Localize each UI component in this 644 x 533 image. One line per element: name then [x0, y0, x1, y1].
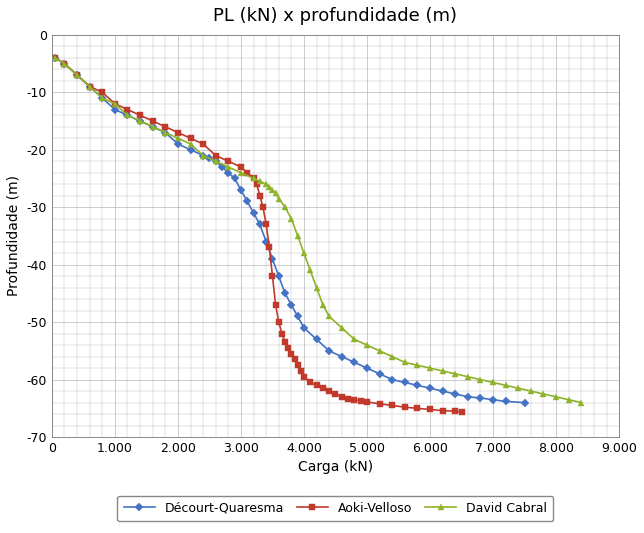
Décourt-Quaresma — [269, 256, 276, 262]
Décourt-Quaresma — [187, 147, 194, 153]
Décourt-Quaresma — [477, 395, 484, 401]
Aoki-Velloso — [253, 181, 261, 188]
Décourt-Quaresma — [451, 391, 459, 397]
Décourt-Quaresma — [426, 385, 434, 391]
Décourt-Quaresma — [521, 399, 529, 406]
Décourt-Quaresma — [256, 221, 264, 228]
Décourt-Quaresma — [243, 198, 251, 205]
Décourt-Quaresma — [275, 273, 283, 279]
Aoki-Velloso — [51, 54, 59, 61]
Décourt-Quaresma — [124, 112, 131, 118]
Aoki-Velloso — [294, 362, 301, 368]
Décourt-Quaresma — [363, 365, 371, 372]
Legend: Décourt-Quaresma, Aoki-Velloso, David Cabral: Décourt-Quaresma, Aoki-Velloso, David Ca… — [117, 496, 553, 521]
Décourt-Quaresma — [350, 359, 358, 366]
Décourt-Quaresma — [137, 118, 144, 124]
David Cabral — [578, 399, 585, 406]
Décourt-Quaresma — [313, 336, 321, 343]
Aoki-Velloso — [458, 409, 466, 415]
Décourt-Quaresma — [338, 353, 346, 360]
Aoki-Velloso — [99, 89, 106, 95]
David Cabral — [363, 342, 371, 349]
Line: Aoki-Velloso: Aoki-Velloso — [52, 55, 464, 415]
Décourt-Quaresma — [401, 379, 409, 386]
Title: PL (kN) x profundidade (m): PL (kN) x profundidade (m) — [214, 7, 457, 25]
Décourt-Quaresma — [86, 83, 93, 90]
David Cabral — [237, 169, 245, 176]
Aoki-Velloso — [272, 302, 279, 308]
Line: David Cabral: David Cabral — [52, 55, 584, 406]
Décourt-Quaresma — [218, 164, 226, 170]
Décourt-Quaresma — [199, 152, 207, 159]
Décourt-Quaresma — [99, 95, 106, 101]
Décourt-Quaresma — [325, 348, 333, 354]
Décourt-Quaresma — [250, 210, 258, 216]
Décourt-Quaresma — [111, 107, 118, 113]
Y-axis label: Profundidade (m): Profundidade (m) — [7, 175, 21, 296]
Décourt-Quaresma — [464, 394, 471, 400]
David Cabral — [250, 175, 258, 182]
Décourt-Quaresma — [439, 388, 446, 394]
David Cabral — [401, 359, 409, 366]
Décourt-Quaresma — [287, 302, 295, 308]
Décourt-Quaresma — [205, 155, 213, 161]
Décourt-Quaresma — [174, 141, 182, 147]
Décourt-Quaresma — [162, 130, 169, 136]
David Cabral — [565, 397, 573, 403]
Décourt-Quaresma — [231, 175, 238, 182]
David Cabral — [187, 141, 194, 147]
Décourt-Quaresma — [375, 370, 383, 377]
Décourt-Quaresma — [502, 398, 509, 405]
X-axis label: Carga (kN): Carga (kN) — [298, 461, 373, 474]
Décourt-Quaresma — [489, 397, 497, 403]
Line: Décourt-Quaresma: Décourt-Quaresma — [52, 55, 527, 406]
Aoki-Velloso — [413, 405, 421, 411]
Décourt-Quaresma — [225, 169, 232, 176]
Décourt-Quaresma — [300, 325, 308, 331]
Décourt-Quaresma — [51, 54, 59, 61]
Décourt-Quaresma — [149, 124, 156, 130]
Décourt-Quaresma — [61, 60, 68, 67]
Décourt-Quaresma — [413, 382, 421, 389]
David Cabral — [51, 54, 59, 61]
Décourt-Quaresma — [281, 290, 289, 296]
Décourt-Quaresma — [212, 158, 220, 165]
Décourt-Quaresma — [294, 313, 301, 320]
Décourt-Quaresma — [262, 238, 270, 245]
Décourt-Quaresma — [73, 72, 81, 78]
Aoki-Velloso — [300, 374, 308, 380]
Décourt-Quaresma — [388, 376, 396, 383]
Décourt-Quaresma — [237, 187, 245, 193]
